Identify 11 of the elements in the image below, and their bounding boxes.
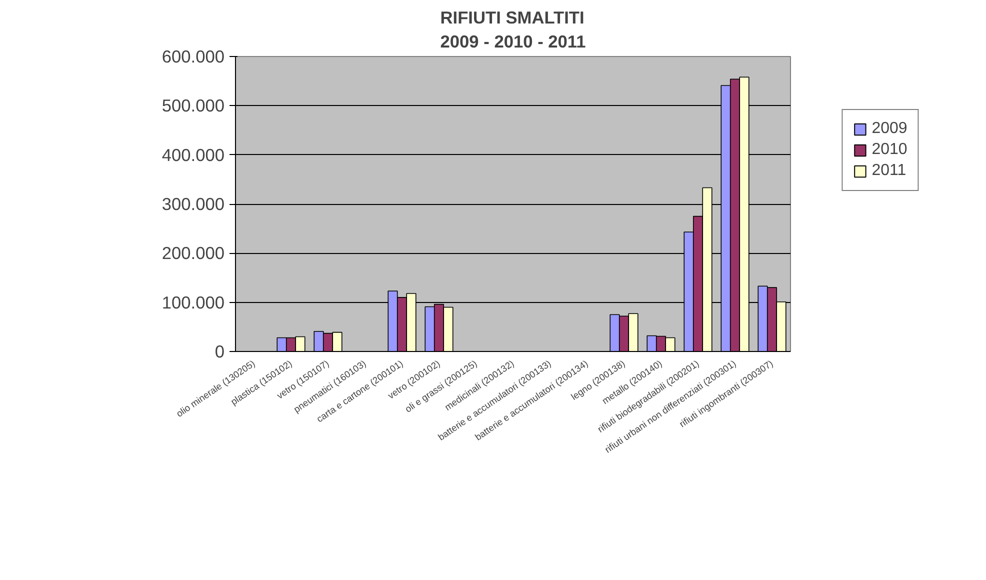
y-tick-label: 300.000 xyxy=(162,194,225,214)
legend-label: 2010 xyxy=(872,141,908,159)
y-tick-label: 500.000 xyxy=(162,96,225,116)
y-tick-label: 200.000 xyxy=(162,243,225,264)
y-tick-label: 100.000 xyxy=(162,292,225,312)
y-tick-label: 600.000 xyxy=(162,46,225,66)
chart-title: RIFIUTI SMALTITI 2009 - 2010 - 2011 xyxy=(440,8,586,52)
y-tick-label: 400.000 xyxy=(162,144,225,165)
legend-label: 2011 xyxy=(872,162,906,180)
legend-label: 2009 xyxy=(872,120,908,138)
y-tick-label: 0 xyxy=(214,342,225,362)
